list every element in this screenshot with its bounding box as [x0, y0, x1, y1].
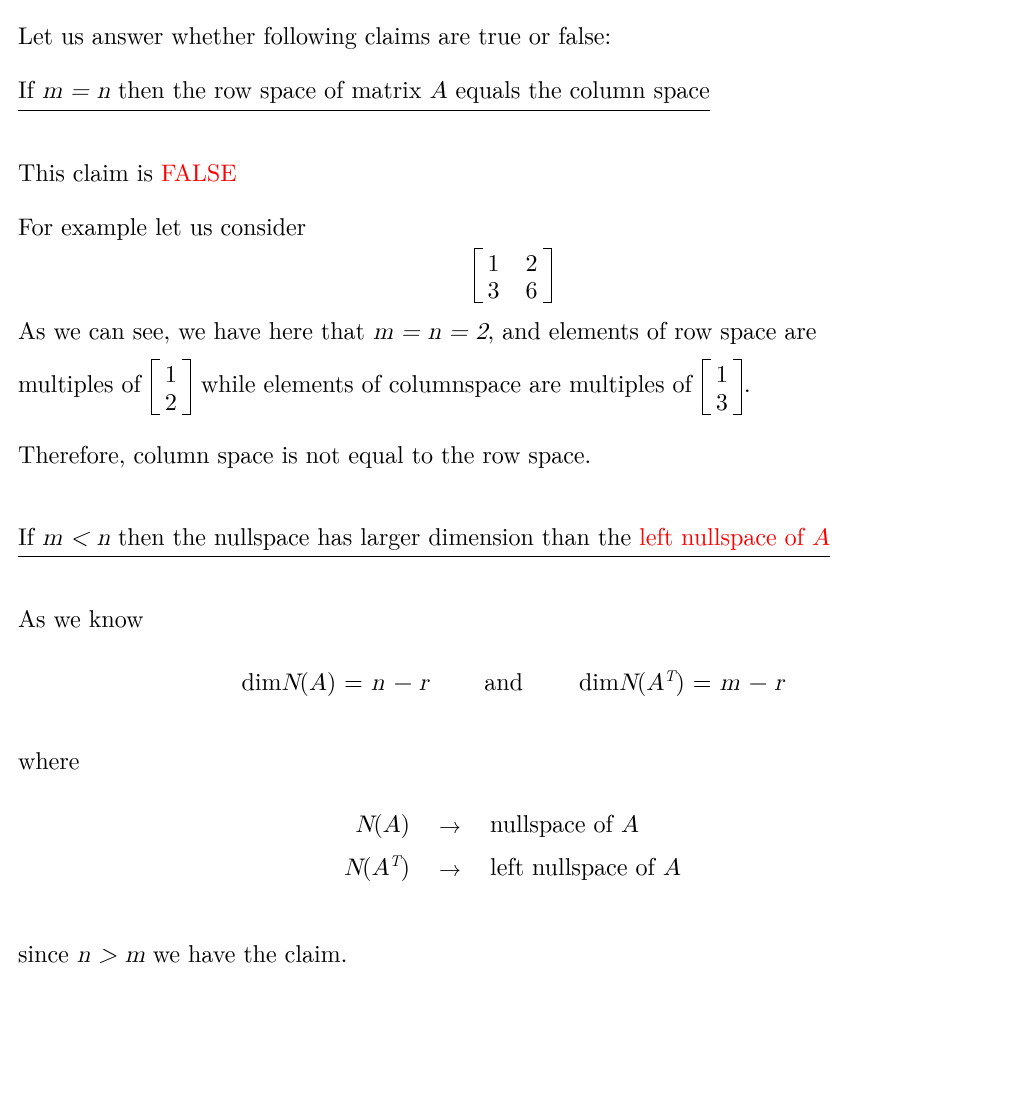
map2-lhs-N: N [344, 856, 362, 880]
claim1-after-matrix-line2: multiples of 1 2 while elements of colum… [18, 354, 1007, 414]
claim2-display-equation: dimN(A) = n − r and dimN(AT) = m − r [18, 664, 1007, 699]
eq-dim2: dim [579, 663, 619, 697]
eq-rhs2: m − r [719, 671, 783, 695]
claim2-align-block: N(A) → nullspace of A N(AT) → left nulls… [18, 802, 1007, 889]
intro-text: Let us answer whether following claims a… [18, 18, 1007, 50]
claim1-rowvec: 1 2 [151, 359, 191, 414]
eq-rhs1: n − r [371, 671, 428, 695]
claim1-suffix: equals the column space [448, 71, 710, 105]
map1-rhs-A: A [621, 813, 639, 837]
map1-rhs-text: nullspace of [490, 805, 621, 839]
claim1-math-mn: m = n [42, 79, 110, 103]
claim1-prefix: If [18, 71, 42, 105]
claim2-heading: If m < n then the nullspace has larger d… [18, 519, 1007, 579]
claim1-math-A: A [430, 79, 448, 103]
rowvec-1: 2 [161, 387, 181, 415]
claim2-since: since n > m we have the claim. [18, 936, 1007, 971]
eq-A-1: A [309, 671, 327, 695]
claim1-example-lead: For example let us consider [18, 209, 1007, 241]
since-b: we have the claim. [145, 935, 348, 969]
map2-lhs-T: T [390, 848, 401, 871]
claim2-red-math: A [812, 526, 830, 550]
claim1-verdict: FALSE [161, 154, 237, 188]
eq-dim1: dim [242, 663, 282, 697]
claim1-mid: then the row space of matrix [110, 71, 430, 105]
map2-lhs-A: A [372, 856, 390, 880]
since-a: since [18, 935, 77, 969]
claim2-prefix: If [18, 518, 42, 552]
claim2-math-mltn: m < n [42, 526, 110, 550]
claim1-example-matrix: 12 36 [18, 248, 1007, 303]
map2-arrow: → [439, 852, 461, 883]
map1-lhs-N: N [355, 813, 373, 837]
claim1-after-math1: m = n = 2 [373, 320, 488, 344]
colvec-1: 3 [712, 387, 732, 415]
claim1-line2-b: while elements of columnspace are multip… [201, 365, 700, 399]
claim1-line2-c: . [744, 365, 751, 399]
claim1-after-1a: As we can see, we have here that [18, 312, 373, 346]
claim2-mid: then the nullspace has larger dimension … [110, 518, 639, 552]
claim1-verdict-prefix: This claim is [18, 154, 161, 188]
eq-and: and [484, 663, 523, 697]
map2-rhs-text: left nullspace of [490, 848, 663, 882]
claim1-line2-a: multiples of [18, 365, 149, 399]
claim2-asweknow: As we know [18, 601, 1007, 633]
eq-T-1: T [664, 663, 675, 686]
claim1-after-matrix-line1: As we can see, we have here that m = n =… [18, 313, 1007, 348]
map1-lhs-A: A [383, 813, 401, 837]
claim1-verdict-line: This claim is FALSE [18, 155, 1007, 187]
map1-arrow: → [439, 809, 461, 840]
claim1-heading: If m = n then the row space of matrix A … [18, 72, 1007, 132]
eq-A-2: A [646, 671, 664, 695]
claim2-where: where [18, 743, 1007, 775]
claim1-conclusion: Therefore, column space is not equal to … [18, 437, 1007, 469]
claim2-red-text: left nullspace of [639, 518, 812, 552]
since-math: n > m [77, 943, 145, 967]
map2-rhs-A: A [663, 856, 681, 880]
claim1-colvec: 1 3 [702, 359, 742, 414]
matrix-cell-1-1: 6 [522, 275, 542, 303]
eq-N-2: N [619, 671, 637, 695]
claim1-after-1b: , and elements of row space are [487, 312, 816, 346]
eq-N-1: N [282, 671, 300, 695]
matrix-cell-1-0: 3 [484, 275, 504, 303]
